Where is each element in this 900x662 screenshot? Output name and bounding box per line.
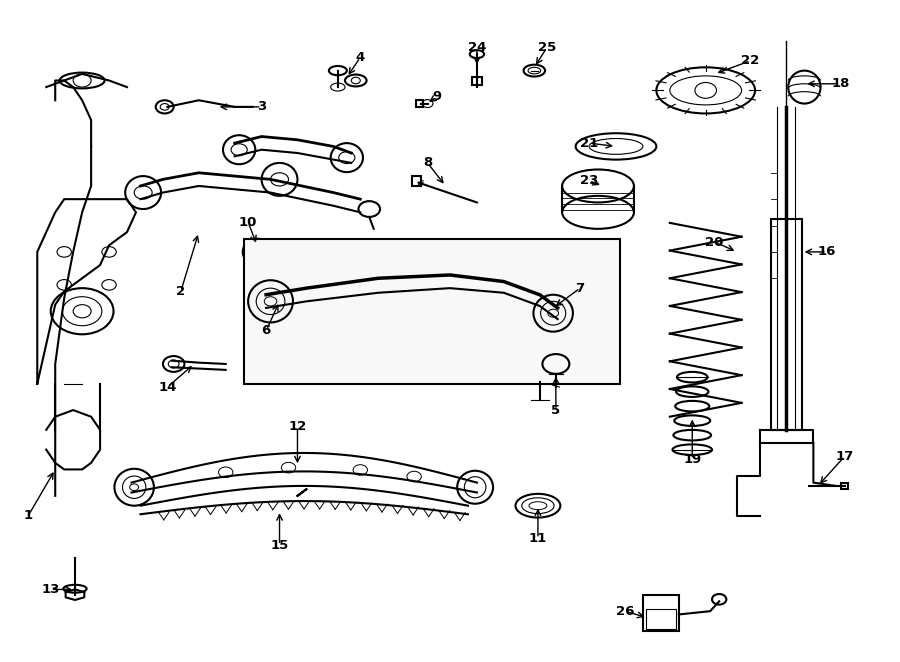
Bar [412,176,421,186]
Text: 22: 22 [742,54,760,68]
Text: 17: 17 [836,449,854,463]
Text: 26: 26 [616,604,634,618]
Text: 4: 4 [356,51,364,64]
Text: 7: 7 [575,281,585,295]
Text: 10: 10 [238,216,257,229]
Text: 14: 14 [158,381,176,393]
Bar [771,219,802,430]
Bar [472,77,482,85]
Bar [416,100,423,107]
Text: 1: 1 [23,509,33,522]
Bar [842,483,849,489]
Text: 25: 25 [538,41,556,54]
Circle shape [255,250,260,254]
Text: 5: 5 [552,404,561,416]
Bar [643,594,679,631]
Text: 9: 9 [432,91,441,103]
Text: 20: 20 [706,236,724,248]
Text: 21: 21 [580,136,598,150]
Text: 8: 8 [423,156,432,169]
Text: 15: 15 [270,539,289,551]
Text: 23: 23 [580,174,598,187]
Text: 16: 16 [817,246,836,258]
Text: 3: 3 [257,101,266,113]
Text: 13: 13 [41,583,60,596]
Text: 12: 12 [288,420,307,433]
Text: 11: 11 [529,532,547,545]
Bar [244,239,620,384]
Text: 6: 6 [261,324,271,338]
Text: 24: 24 [468,41,486,54]
Text: 18: 18 [831,77,850,90]
Text: 19: 19 [683,453,701,466]
Text: 2: 2 [176,285,185,298]
Bar [645,609,676,629]
